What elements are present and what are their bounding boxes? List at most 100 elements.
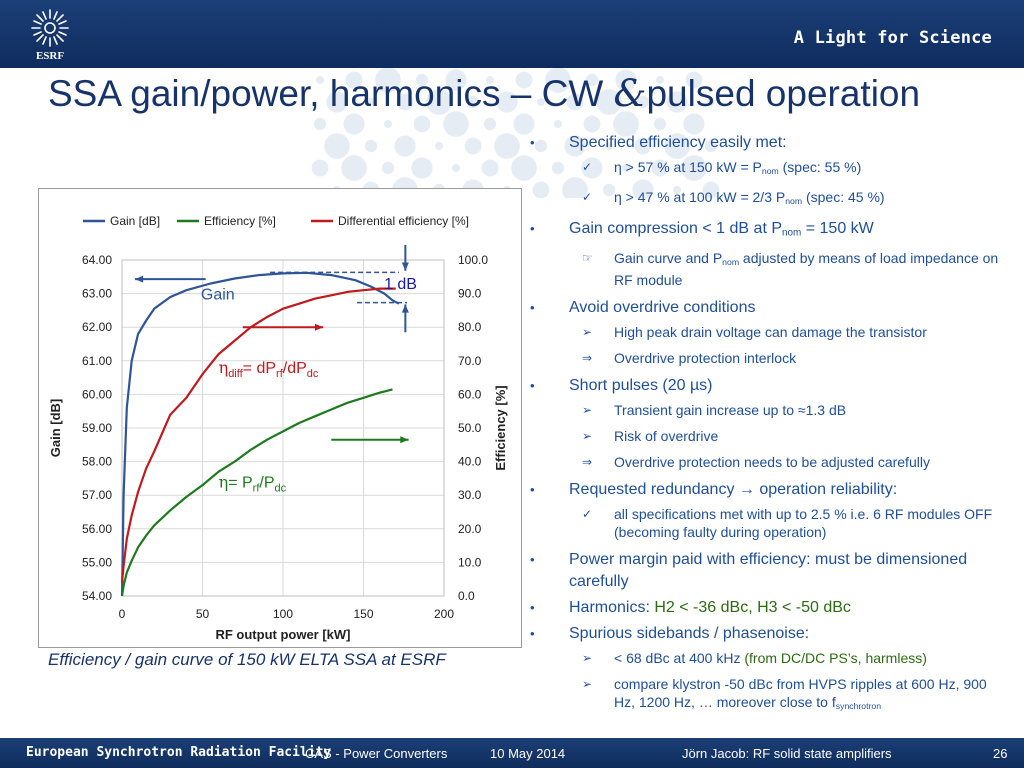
bullet-marker-icon: •: [530, 551, 535, 567]
gain-axis-arrow-head: [134, 275, 144, 283]
y2-tick-label: 50.0: [458, 421, 482, 435]
decorative-dot: [394, 135, 416, 157]
bullet-item: • Power margin paid with efficiency: must…: [530, 549, 1000, 593]
compression-label: 1 dB: [384, 276, 417, 293]
decorative-dot: [364, 139, 378, 153]
bullet-text: η > 47 % at 100 kW = 2/3 P: [614, 189, 786, 206]
sub-bullet-item: ✓ all specifications met with up to 2.5 %…: [530, 505, 1000, 541]
decorative-dot: [683, 113, 705, 135]
legend-label: Differential efficiency [%]: [338, 214, 469, 228]
bullet-list: • Specified efficiency easily met: ✓ η > 57…: [530, 132, 1000, 723]
decorative-dot: [345, 71, 363, 89]
decorative-dot: [316, 76, 324, 84]
x-tick-label: 0: [119, 607, 126, 621]
logo-text: ESRF: [36, 50, 64, 62]
bullet-marker-icon: ⇒: [582, 454, 593, 469]
y-tick-label: 61.00: [82, 354, 112, 368]
title-ampersand: &: [613, 72, 647, 115]
decorative-dot: [585, 73, 599, 87]
title-part2: pulsed operation: [646, 73, 921, 114]
decorative-dot: [513, 113, 535, 135]
bullet-item: • Spurious sidebands / phasenoise:: [530, 623, 1000, 645]
decorative-dot: [596, 89, 622, 115]
bullet-marker-icon: •: [530, 299, 535, 315]
x-tick-label: 100: [273, 607, 293, 621]
decorative-dot: [702, 181, 720, 198]
bullet-marker-icon: ➢: [582, 402, 593, 417]
bullet-marker-icon: ✓: [582, 506, 593, 521]
tagline: A Light for Science: [793, 28, 992, 48]
bullet-text: nom: [761, 166, 779, 177]
sub-bullet-item: ☞ Gain curve and Pnom adjusted by means o…: [530, 249, 1000, 289]
sub-bullet-item: ⇒ Overdrive protection needs to be adjust…: [530, 453, 1000, 471]
decorative-dot: [445, 69, 467, 91]
decorative-dot: [707, 98, 715, 106]
chart-caption: Efficiency / gain curve of 150 kW ELTA S…: [48, 650, 446, 669]
y-tick-label: 62.00: [82, 320, 112, 334]
legend-label: Efficiency [%]: [204, 214, 276, 228]
title-part1: SSA gain/power, harmonics – CW: [48, 73, 614, 114]
y-tick-label: 55.00: [82, 555, 112, 569]
y-tick-label: 64.00: [82, 253, 112, 267]
y-tick-label: 63.00: [82, 287, 112, 301]
bullet-text: η > 57 % at 150 kW = P: [614, 159, 762, 175]
y2-tick-label: 30.0: [458, 488, 482, 502]
efficiency-label: dc: [275, 482, 287, 494]
diff-efficiency-label: dc: [307, 368, 319, 380]
decorative-dot: [324, 133, 350, 159]
sub-bullet-item: ➢ High peak drain voltage can damage the …: [530, 323, 1000, 341]
bullet-text: nom: [782, 227, 802, 239]
decorative-dot: [415, 73, 429, 87]
bullet-marker-icon: ✓: [582, 160, 593, 174]
decorative-dot: [435, 142, 443, 150]
bullet-text: nom: [722, 256, 740, 267]
decorative-dot: [534, 139, 548, 153]
y2-tick-label: 90.0: [458, 287, 482, 301]
decorative-dot: [685, 71, 703, 89]
bullet-marker-icon: ➢: [582, 324, 593, 339]
footer-event: CAS - Power Converters: [305, 746, 448, 761]
bullet-marker-icon: ☞: [582, 250, 593, 265]
decorative-dot: [564, 135, 586, 157]
bullet-marker-icon: •: [530, 135, 535, 150]
bullet-marker-icon: •: [530, 221, 535, 237]
legend-label: Gain [dB]: [110, 214, 160, 228]
y2-tick-label: 100.0: [458, 253, 488, 267]
bullet-text: adjusted by means of load impedance on R…: [614, 249, 999, 288]
bullet-marker-icon: ✓: [582, 190, 593, 205]
decorative-dot: [443, 111, 469, 137]
sub-bullet-item: ⇒ Overdrive protection interlock: [530, 349, 1000, 367]
decorative-dot: [583, 115, 601, 133]
decorative-dot: [375, 68, 401, 93]
y2-tick-label: 40.0: [458, 455, 482, 469]
bullet-text: all specifications met with up to 2.5 % …: [614, 505, 993, 540]
sub-bullet-item: ➢ Risk of overdrive: [530, 427, 1000, 445]
y-tick-label: 60.00: [82, 387, 112, 401]
bullet-item: • Specified efficiency easily met:: [530, 132, 1000, 154]
decorative-dot: [653, 117, 667, 131]
y-tick-label: 57.00: [82, 488, 112, 502]
bullet-marker-icon: ➢: [582, 428, 593, 443]
bullet-text: Overdrive protection needs to be adjuste…: [614, 453, 930, 470]
footer-institution: European Synchrotron Radiation Facility: [26, 745, 332, 760]
efficiency-label: η: [219, 472, 229, 491]
efficiency-axis-arrow-head: [400, 436, 409, 444]
esrf-logo: ESRF: [31, 9, 69, 62]
decorative-dot: [341, 155, 367, 181]
plot-area-border: [121, 259, 445, 597]
decorative-dot: [566, 93, 584, 111]
decorative-dot: [545, 68, 571, 93]
decorative-dot: [381, 161, 395, 175]
decorative-dot: [681, 155, 707, 181]
decorative-dot: [615, 69, 637, 91]
bullet-marker-icon: ➢: [582, 676, 593, 691]
bullet-text: (spec: 55 %): [778, 159, 862, 175]
decorative-dots: [311, 68, 720, 198]
decorative-dot: [666, 91, 688, 113]
diff-efficiency-axis-arrow-head: [314, 323, 324, 331]
bullet-item: • Gain compression < 1 dB at Pnom = 150 k…: [530, 218, 1000, 244]
slide-title: SSA gain/power, harmonics – CW &pulsed o…: [48, 72, 920, 115]
bullet-marker-icon: •: [530, 599, 535, 615]
decorative-dot: [562, 177, 588, 198]
bullet-text: Power margin paid with efficiency: must …: [569, 550, 968, 590]
